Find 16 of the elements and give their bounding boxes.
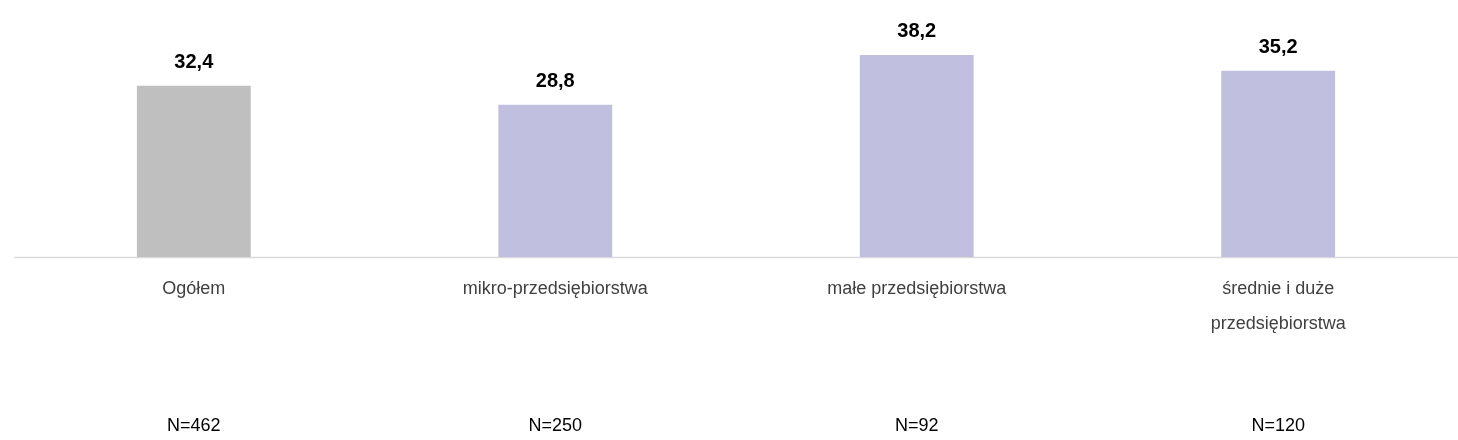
x-tick-label: średnie i duże przedsiębiorstwa [1210, 277, 1347, 333]
bar [498, 104, 613, 257]
x-tick-label: małe przedsiębiorstwa [827, 277, 1008, 298]
text: N=120 [1251, 415, 1305, 435]
data-label: 28,8 [535, 68, 575, 91]
data-label: 35,2 [1258, 34, 1298, 57]
bar [859, 55, 974, 257]
data-label: 38,2 [897, 19, 937, 41]
bar [1221, 70, 1336, 257]
x-tick-label: Ogółem [162, 277, 226, 298]
text: N=462 [167, 415, 221, 435]
text: N=92 [894, 415, 939, 435]
data-label: 32,4 [174, 49, 215, 72]
bar [136, 85, 251, 257]
text: N=250 [528, 415, 583, 435]
x-tick-label: mikro-przedsiębiorstwa [462, 277, 649, 298]
